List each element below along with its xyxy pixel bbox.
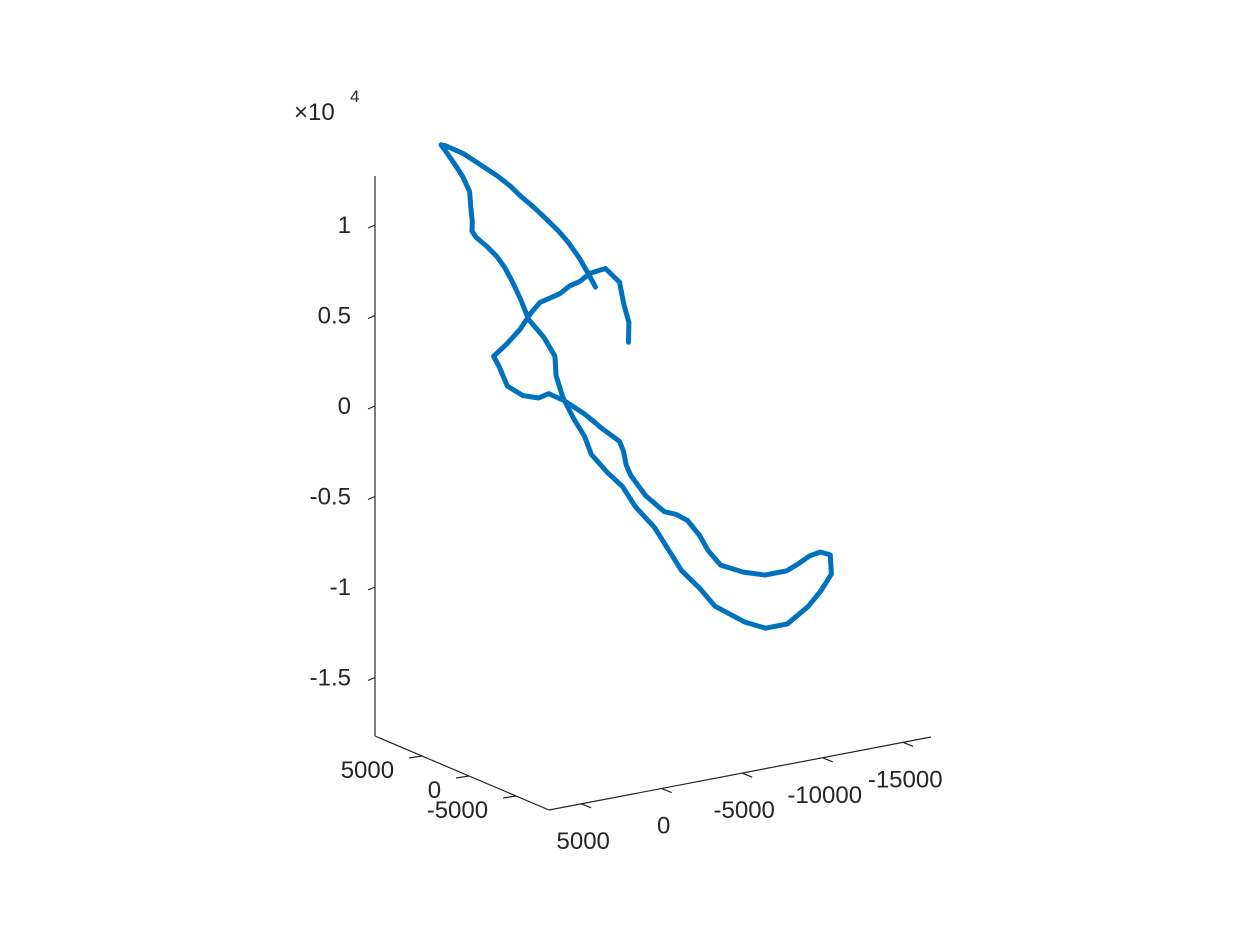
z-tick-label-0: 1 [338, 212, 351, 239]
x-tick-2 [741, 772, 753, 778]
z-tick-label-1: 0.5 [318, 303, 351, 330]
axes-layer [374, 176, 932, 811]
ticks-layer [367, 224, 914, 809]
x-tick-label-2: -5000 [714, 797, 775, 824]
y-tick-1 [456, 775, 470, 779]
x-tick-1 [661, 787, 672, 794]
y-tick-label-0: 5000 [341, 757, 394, 784]
series-line-0 [438, 142, 834, 631]
x-tick-label-3: -10000 [787, 782, 862, 809]
z-tick-5 [367, 676, 376, 682]
z-tick-label-5: -1.5 [310, 665, 351, 692]
y-axis-line [374, 735, 550, 811]
z-tick-2 [367, 405, 376, 410]
z-tick-label-3: -0.5 [310, 484, 351, 511]
z-exponent-label: ×10 4 [294, 87, 359, 126]
series-layer [438, 142, 834, 631]
x-tick-4 [902, 741, 914, 748]
exponent-base: ×10 [294, 99, 335, 126]
z-tick-4 [367, 586, 376, 591]
z-tick-0 [367, 224, 376, 229]
exponent-power: 4 [350, 87, 359, 106]
z-tick-label-2: 0 [338, 393, 351, 420]
x-tick-label-4: -15000 [868, 766, 943, 793]
x-axis-line [548, 736, 932, 811]
y-tick-0 [409, 755, 423, 759]
x-tick-label-1: 0 [657, 813, 670, 840]
y-tick-label-2: -5000 [427, 797, 488, 824]
z-tick-3 [367, 495, 376, 501]
x-tick-label-0: 5000 [557, 828, 610, 855]
labels-layer: 10.50-0.5-1-1.550000-5000-10000-15000500… [310, 212, 943, 855]
z-tick-label-4: -1 [330, 574, 351, 601]
y-tick-2 [503, 795, 517, 799]
z-tick-1 [367, 314, 376, 320]
x-tick-3 [822, 757, 833, 763]
y-tick-label-1: 0 [428, 777, 441, 804]
x-tick-0 [580, 803, 592, 809]
